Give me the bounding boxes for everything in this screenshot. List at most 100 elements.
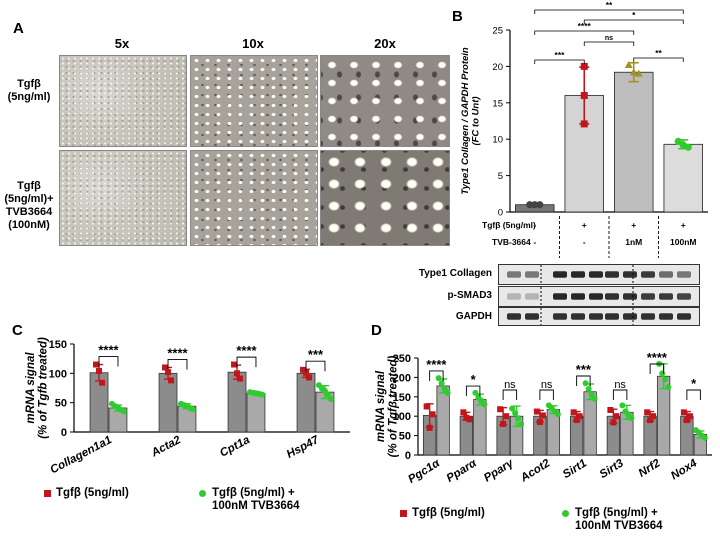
blot-band xyxy=(571,271,585,278)
blot-band-psmad3 xyxy=(498,286,700,307)
data-point xyxy=(512,410,519,417)
data-point xyxy=(460,409,467,416)
data-point xyxy=(570,409,577,416)
blot-band xyxy=(677,313,691,320)
significance-bracket xyxy=(534,59,585,64)
y-tick-label: 150 xyxy=(49,339,67,351)
significance-bracket xyxy=(583,41,635,46)
data-point xyxy=(327,396,334,403)
significance-label: * xyxy=(632,10,636,20)
bar xyxy=(246,392,266,433)
category-label: Pparα xyxy=(445,457,480,485)
data-point xyxy=(237,375,244,382)
category-label: Hsp47 xyxy=(285,434,322,461)
significance-bracket xyxy=(612,389,628,400)
data-point xyxy=(680,409,687,416)
significance-bracket xyxy=(583,19,684,24)
data-point xyxy=(683,417,690,424)
blot-band xyxy=(589,271,603,278)
data-point xyxy=(503,413,510,420)
data-point xyxy=(168,377,175,384)
data-point xyxy=(426,424,433,431)
data-point xyxy=(189,406,196,413)
bar xyxy=(436,385,450,456)
data-point xyxy=(628,415,635,422)
y-tick-label: 100 xyxy=(393,411,411,423)
treatment-value: 100nM xyxy=(670,237,696,247)
blot-band xyxy=(641,313,655,320)
treatment-row-label: Tgfβ (5ng/ml) xyxy=(482,220,536,230)
data-point xyxy=(438,380,445,387)
column-header-5x: 5x xyxy=(114,36,130,51)
significance-label: **** xyxy=(426,357,447,372)
bar xyxy=(614,71,654,213)
data-point xyxy=(306,374,313,381)
blot-label-psmad3: p-SMAD3 xyxy=(447,290,492,301)
blot-band xyxy=(571,313,585,320)
significance-bracket xyxy=(98,356,119,367)
column-header-20x: 20x xyxy=(374,36,396,51)
category-label: Nrf2 xyxy=(637,457,663,480)
blot-band xyxy=(589,313,603,320)
data-point xyxy=(444,389,451,396)
legend-d-green-label: Tgfβ (5ng/ml) + 100nM TVB3664 xyxy=(575,507,663,532)
significance-label: ns xyxy=(614,379,626,391)
significance-bracket xyxy=(167,359,188,370)
significance-label: ns xyxy=(541,379,553,391)
legend-green-dot-icon xyxy=(562,510,569,517)
data-point xyxy=(231,361,238,368)
panel-label-d: D xyxy=(371,322,382,339)
blot-band xyxy=(553,271,567,278)
y-tick-label: 5 xyxy=(498,171,503,182)
significance-label: **** xyxy=(647,350,668,365)
data-point xyxy=(629,68,638,76)
significance-bracket xyxy=(576,375,591,386)
data-point xyxy=(536,419,543,426)
y-tick-label: 0 xyxy=(498,208,503,219)
significance-bracket xyxy=(686,389,701,400)
data-point xyxy=(634,69,643,77)
significance-label: **** xyxy=(98,343,119,358)
micrograph-tvb-20x xyxy=(320,150,450,246)
y-tick-label: 0 xyxy=(405,450,411,462)
significance-bracket xyxy=(429,370,444,381)
significance-label: * xyxy=(691,376,697,391)
bar xyxy=(473,399,487,456)
data-point xyxy=(701,434,708,441)
legend-c-green-label: Tgfβ (5ng/ml) + 100nM TVB3664 xyxy=(212,487,300,512)
y-tick-label: 15 xyxy=(492,98,503,109)
bar xyxy=(663,143,703,213)
y-tick-label: 250 xyxy=(393,353,411,365)
significance-label: *** xyxy=(576,362,592,377)
data-point xyxy=(662,376,669,383)
data-point xyxy=(647,417,654,424)
data-point xyxy=(518,420,525,427)
micrograph-tgfb-20x xyxy=(320,55,450,147)
micrograph-tvb-5x xyxy=(59,150,187,246)
y-axis-label: mRNA signal(% of Tgfβ treated) xyxy=(375,355,400,457)
data-point xyxy=(580,92,588,100)
treatment-value: - xyxy=(533,237,536,247)
data-point xyxy=(659,370,666,377)
significance-bracket xyxy=(236,356,257,368)
blot-band xyxy=(677,293,691,300)
blot-band xyxy=(507,313,521,320)
blot-band xyxy=(605,293,619,300)
y-tick-label: 50 xyxy=(399,431,411,443)
bar xyxy=(296,372,316,433)
data-point xyxy=(509,405,516,412)
significance-bracket xyxy=(534,9,684,14)
treatment-value: 1nM xyxy=(625,237,642,247)
data-point xyxy=(96,367,103,374)
blot-band xyxy=(659,293,673,300)
blot-band xyxy=(623,293,637,300)
data-point xyxy=(423,403,430,410)
data-point xyxy=(576,413,583,420)
data-point xyxy=(481,401,488,408)
data-point xyxy=(526,201,534,209)
data-point xyxy=(93,361,100,368)
data-point xyxy=(624,60,633,68)
data-point xyxy=(607,406,614,413)
y-tick-label: 50 xyxy=(55,398,67,410)
